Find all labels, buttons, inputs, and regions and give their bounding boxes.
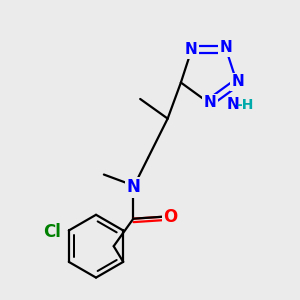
Text: O: O (164, 208, 178, 226)
Text: N: N (203, 95, 216, 110)
Text: N: N (126, 178, 140, 196)
Text: Cl: Cl (43, 224, 61, 242)
Text: N: N (184, 42, 197, 57)
Text: N: N (226, 98, 239, 112)
Text: N: N (220, 40, 233, 55)
Text: N: N (232, 74, 244, 89)
Text: -H: -H (236, 98, 254, 112)
